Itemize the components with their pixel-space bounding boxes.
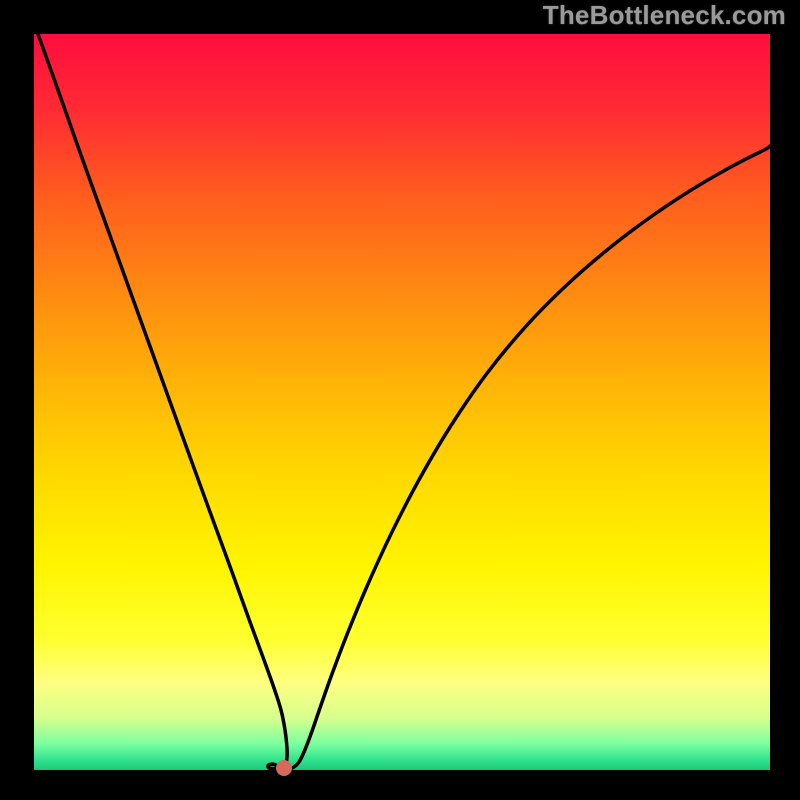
bottleneck-curve <box>34 34 770 770</box>
optimum-marker <box>276 760 292 776</box>
watermark-text: TheBottleneck.com <box>543 0 786 31</box>
bottleneck-chart: TheBottleneck.com <box>0 0 800 800</box>
plot-area <box>34 34 770 770</box>
